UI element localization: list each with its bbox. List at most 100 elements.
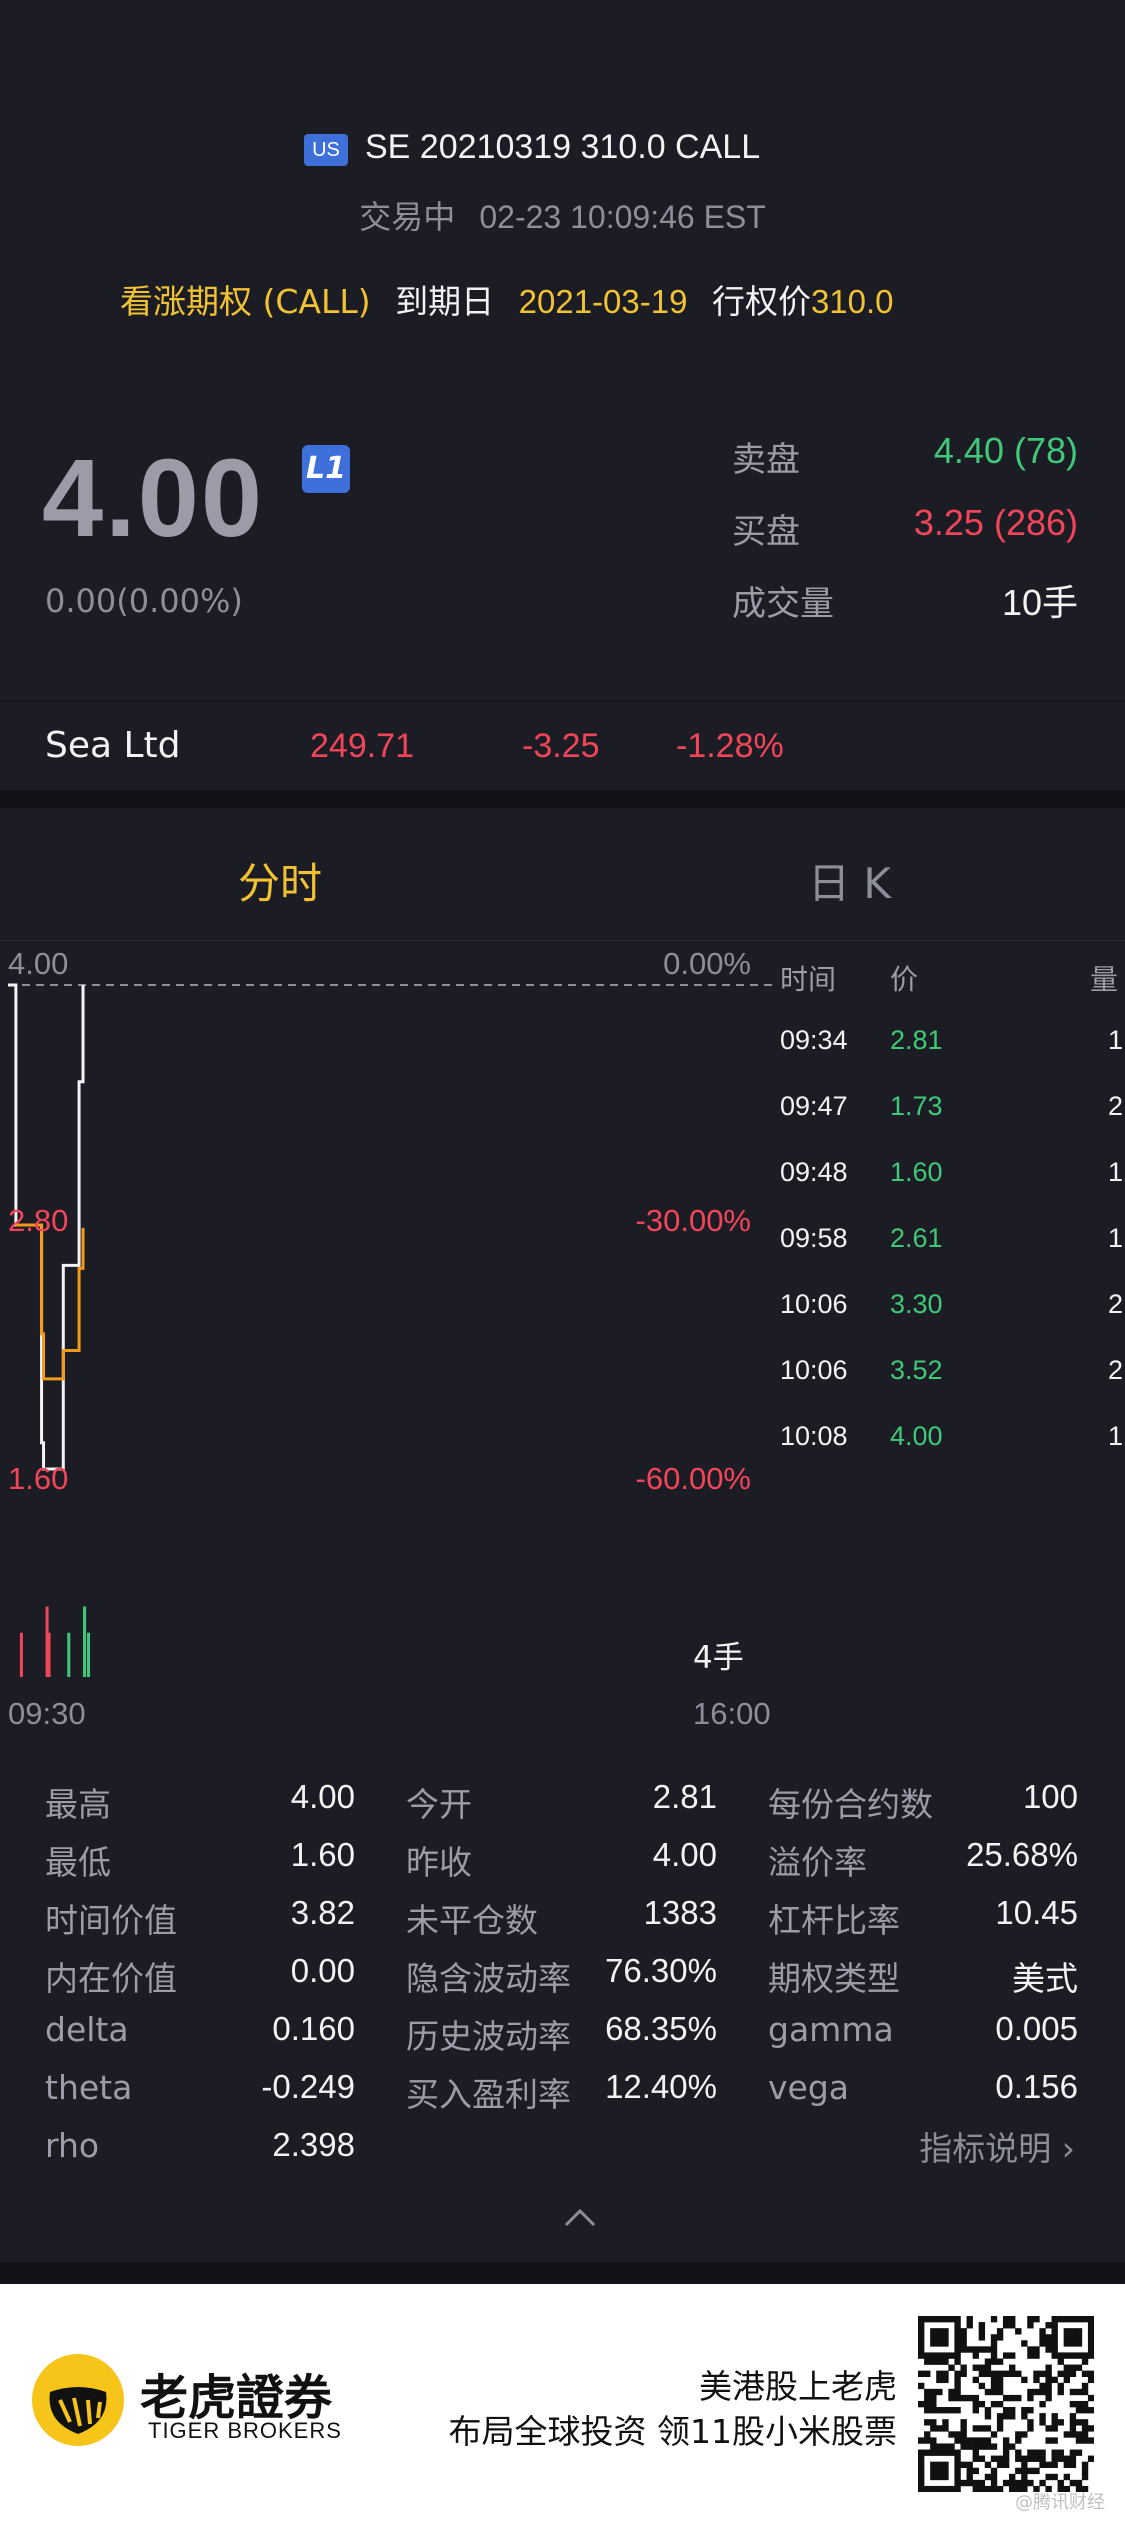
stat-label: 杠杆比率 [768, 1901, 900, 1940]
trade-qty: 2 [1108, 1289, 1124, 1319]
trade-qty: 1 [1108, 1223, 1124, 1253]
volume-bars [19, 1606, 91, 1677]
stat-label: rho [45, 2126, 100, 2165]
trade-price: 2.61 [890, 1223, 943, 1253]
volume-bar [87, 1632, 91, 1677]
last-price: 4.00 [42, 437, 265, 560]
stat-value: 10.45 [995, 1894, 1078, 1931]
option-info-line: 看涨期权 (CALL) 到期日 2021-03-19 行权价310.0 [120, 275, 894, 323]
section-separator [0, 790, 1125, 808]
y-label-bottom: 1.60 [8, 1461, 69, 1496]
stat-label: delta [45, 2010, 129, 2049]
stat-label: 昨收 [406, 1843, 472, 1882]
trades-header-price: 价 [890, 963, 919, 996]
trade-time: 09:48 [780, 1157, 848, 1187]
stat-label: 最低 [45, 1843, 111, 1882]
trade-time: 09:47 [780, 1091, 848, 1121]
tab-daily-k[interactable]: 日 K [808, 859, 891, 908]
strike-label: 行权价 [711, 282, 811, 321]
status-time: 02-23 10:09:46 EST [479, 199, 766, 235]
trade-time: 09:58 [780, 1223, 848, 1253]
qr-code-icon[interactable] [918, 2316, 1094, 2492]
trade-time: 09:34 [780, 1025, 848, 1055]
intraday-chart[interactable] [0, 945, 780, 1725]
trade-time: 10:06 [780, 1289, 848, 1319]
stat-value: 68.35% [605, 2010, 717, 2047]
contract-title: SE 20210319 310.0 CALL [365, 128, 761, 166]
stat-label: 最高 [45, 1785, 111, 1824]
y-label-mid: 2.80 [8, 1203, 69, 1238]
trade-price: 1.60 [890, 1157, 943, 1187]
bid-label: 买盘 [732, 512, 800, 552]
average-line [15, 1223, 85, 1381]
trade-qty: 2 [1108, 1355, 1124, 1385]
stat-value: 100 [1022, 1778, 1078, 1815]
y-label-top: 4.00 [8, 946, 69, 981]
status-label: 交易中 [359, 198, 456, 236]
trade-price: 3.30 [890, 1289, 943, 1319]
stat-value: 2.81 [652, 1778, 717, 1815]
stat-value: 0.156 [995, 2068, 1078, 2105]
stat-value: 25.68% [966, 1836, 1078, 1873]
stat-value: 4.00 [290, 1778, 355, 1815]
trade-price: 2.81 [890, 1025, 943, 1055]
stat-value: 4.00 [652, 1836, 717, 1873]
option-type: 看涨期权 (CALL) [120, 282, 371, 321]
volume-label: 成交量 [732, 584, 834, 624]
indicator-explain-link[interactable]: 指标说明 › [919, 2122, 1075, 2170]
ask-label: 卖盘 [732, 440, 800, 480]
watermark: @腾讯财经 [1015, 2492, 1105, 2513]
stat-label: 每份合约数 [768, 1785, 933, 1824]
ad-footer[interactable] [0, 2284, 1125, 2524]
stat-label: 今开 [406, 1785, 472, 1824]
chevron-up-icon[interactable] [562, 2205, 598, 2229]
trading-status: 交易中 02-23 10:09:46 EST [0, 192, 1125, 238]
trade-qty: 2 [1108, 1091, 1124, 1121]
trade-price: 1.73 [890, 1091, 943, 1121]
underlying-price: 249.71 [310, 727, 414, 765]
market-badge: US [304, 134, 348, 166]
stat-label: 溢价率 [768, 1843, 867, 1882]
tab-intraday[interactable]: 分时 [238, 859, 323, 908]
tiger-logo-icon [32, 2354, 124, 2446]
volume-bar [45, 1606, 49, 1677]
stat-value: 1383 [643, 1894, 717, 1931]
underlying-change-pct: -1.28% [676, 727, 784, 765]
volume-bar [67, 1632, 71, 1677]
underlying-change: -3.25 [522, 727, 600, 765]
stat-label: 买入盈利率 [406, 2075, 571, 2114]
stat-value: 76.30% [605, 1952, 717, 1989]
trade-price: 4.00 [890, 1421, 943, 1451]
stat-value: 2.398 [272, 2126, 355, 2163]
trade-price: 3.52 [890, 1355, 943, 1385]
volume-bar [19, 1632, 23, 1677]
brand-name-en: TIGER BROKERS [148, 2418, 342, 2443]
indicator-explain-text: 指标说明 [919, 2129, 1052, 2168]
bid-value: 3.25 (286) [913, 502, 1078, 543]
average-line-group [15, 1223, 85, 1381]
stat-label: 未平仓数 [406, 1901, 538, 1940]
trades-header-qty: 量 [1090, 963, 1119, 996]
trade-qty: 1 [1108, 1421, 1124, 1451]
level-badge[interactable]: L1 [302, 445, 350, 493]
divider [0, 700, 1125, 702]
stat-value: -0.249 [261, 2068, 355, 2105]
pct-label-top: 0.00% [663, 946, 751, 981]
chevron-right-icon: › [1061, 2129, 1075, 2168]
x-label-end: 16:00 [693, 1696, 771, 1731]
stat-value: 0.00 [290, 1952, 355, 1989]
trade-qty: 1 [1108, 1025, 1124, 1055]
expiry-label: 到期日 [395, 282, 495, 321]
volume-value: 10手 [1001, 582, 1078, 623]
trades-header-time: 时间 [780, 963, 837, 996]
strike-value: 310.0 [810, 283, 894, 320]
pct-label-bottom: -60.00% [635, 1461, 751, 1496]
pct-label-mid: -30.00% [635, 1203, 751, 1238]
stat-label: vega [768, 2068, 850, 2107]
stat-label: gamma [768, 2010, 894, 2049]
stat-value: 0.005 [995, 2010, 1078, 2047]
expiry-value: 2021-03-19 [518, 283, 688, 320]
section-separator [0, 2262, 1125, 2284]
stat-label: 时间价值 [45, 1901, 177, 1940]
stat-value: 1.60 [290, 1836, 355, 1873]
